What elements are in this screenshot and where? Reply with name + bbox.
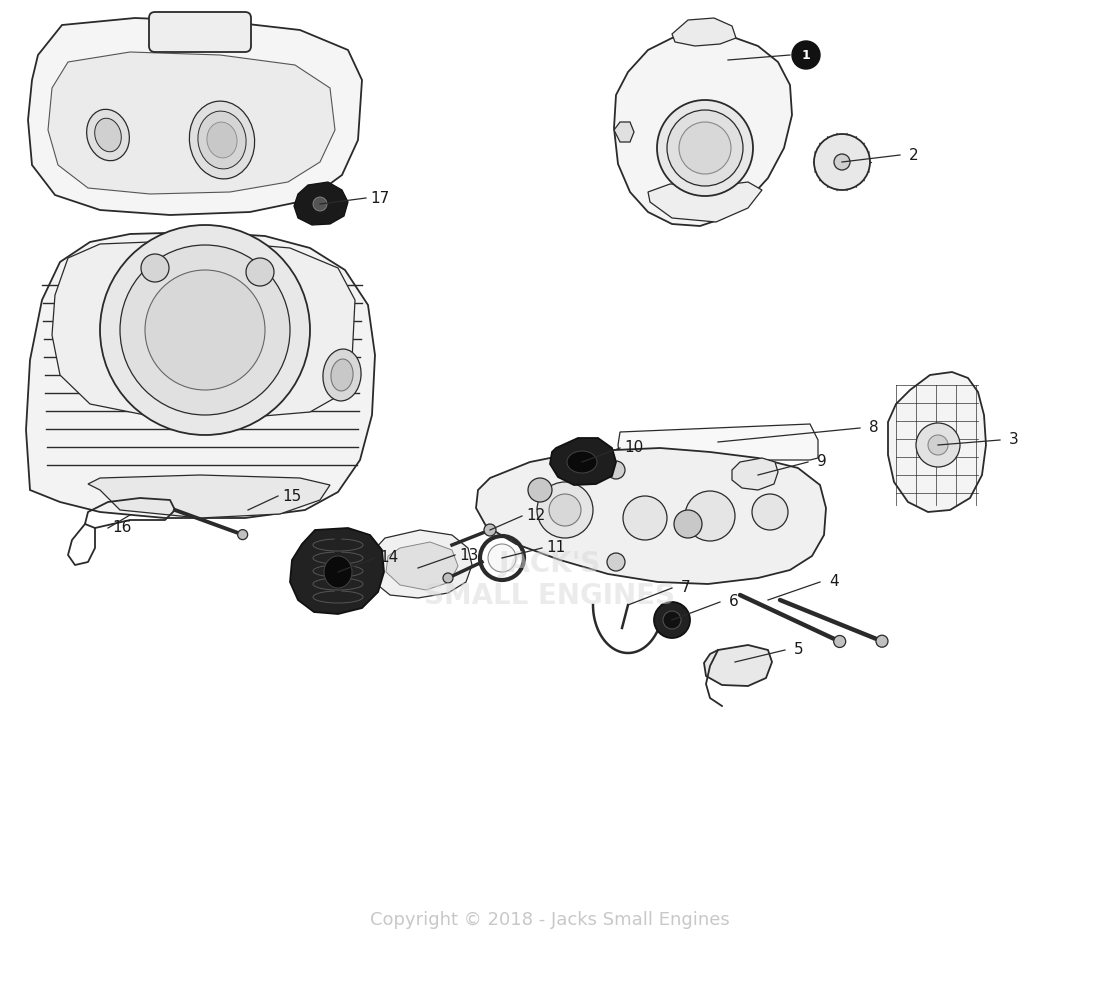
Polygon shape [26, 232, 375, 518]
Text: 5: 5 [794, 642, 804, 657]
Text: Copyright © 2018 - Jacks Small Engines: Copyright © 2018 - Jacks Small Engines [370, 911, 730, 929]
Ellipse shape [566, 451, 597, 473]
Circle shape [752, 494, 788, 530]
Ellipse shape [323, 349, 361, 401]
Circle shape [488, 544, 516, 572]
Polygon shape [88, 475, 330, 518]
Text: 17: 17 [371, 190, 389, 205]
Circle shape [674, 510, 702, 538]
Polygon shape [704, 645, 772, 686]
Circle shape [663, 611, 681, 629]
Text: 12: 12 [527, 508, 546, 523]
Polygon shape [888, 372, 986, 512]
Text: JACK'S
SMALL ENGINES: JACK'S SMALL ENGINES [425, 550, 675, 610]
Text: 14: 14 [379, 550, 398, 565]
Circle shape [654, 602, 690, 638]
Ellipse shape [207, 122, 238, 158]
Polygon shape [614, 34, 792, 226]
Text: 1: 1 [802, 48, 811, 61]
Circle shape [238, 530, 248, 540]
Circle shape [528, 478, 552, 502]
Circle shape [537, 482, 593, 538]
Polygon shape [370, 530, 472, 598]
Circle shape [607, 553, 625, 571]
Circle shape [916, 423, 960, 467]
Polygon shape [672, 18, 736, 46]
Circle shape [657, 100, 754, 196]
Polygon shape [52, 240, 355, 418]
Circle shape [314, 197, 327, 211]
Text: 13: 13 [460, 547, 478, 562]
Text: 15: 15 [283, 489, 301, 503]
Polygon shape [294, 182, 348, 225]
Circle shape [876, 635, 888, 647]
Polygon shape [614, 122, 634, 142]
Circle shape [834, 154, 850, 170]
Circle shape [667, 110, 743, 186]
Circle shape [484, 524, 496, 536]
Circle shape [549, 494, 581, 526]
Circle shape [834, 635, 846, 647]
Text: 9: 9 [817, 455, 827, 470]
Circle shape [246, 258, 274, 286]
Circle shape [685, 491, 735, 541]
Circle shape [607, 461, 625, 479]
Text: 7: 7 [681, 580, 691, 595]
Polygon shape [732, 458, 778, 490]
Circle shape [141, 254, 169, 282]
Ellipse shape [198, 111, 246, 169]
Text: 10: 10 [625, 441, 644, 456]
Circle shape [145, 270, 265, 390]
Circle shape [814, 134, 870, 190]
Ellipse shape [95, 118, 121, 151]
Ellipse shape [324, 556, 352, 588]
Circle shape [679, 122, 732, 174]
Polygon shape [550, 438, 616, 485]
Ellipse shape [331, 359, 353, 391]
Polygon shape [48, 52, 336, 194]
Polygon shape [290, 528, 384, 614]
Polygon shape [648, 182, 762, 222]
Ellipse shape [87, 109, 130, 160]
Circle shape [792, 41, 820, 69]
Circle shape [100, 225, 310, 435]
Polygon shape [386, 542, 458, 590]
Ellipse shape [189, 101, 254, 179]
Text: 2: 2 [910, 147, 918, 162]
Text: 16: 16 [112, 520, 132, 535]
Polygon shape [618, 424, 818, 460]
Circle shape [928, 435, 948, 455]
Text: 8: 8 [869, 421, 879, 436]
FancyBboxPatch shape [148, 12, 251, 52]
Text: 4: 4 [829, 574, 839, 589]
Polygon shape [28, 18, 362, 215]
Text: 3: 3 [1009, 433, 1019, 448]
Polygon shape [476, 448, 826, 584]
Circle shape [120, 245, 290, 415]
Text: 11: 11 [547, 540, 565, 555]
Circle shape [443, 573, 453, 583]
Circle shape [623, 496, 667, 540]
Text: 6: 6 [729, 594, 739, 609]
